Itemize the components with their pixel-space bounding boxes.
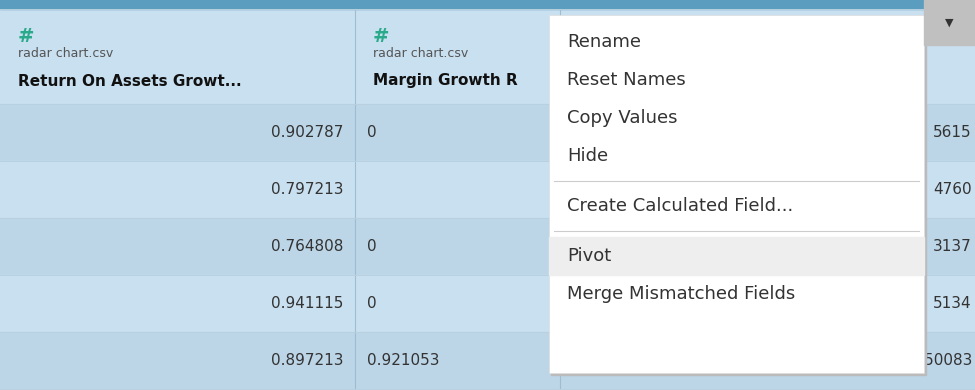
- Bar: [549, 15, 924, 373]
- Bar: [551, 17, 926, 375]
- Text: Create Calculated Field...: Create Calculated Field...: [567, 197, 794, 215]
- Text: 0: 0: [367, 239, 376, 254]
- Text: 0.921053: 0.921053: [367, 353, 440, 368]
- Text: Margin Growth R: Margin Growth R: [373, 73, 518, 89]
- Text: 0.764808: 0.764808: [271, 239, 343, 254]
- Bar: [0, 104, 975, 161]
- Bar: [0, 218, 975, 275]
- Bar: [0, 161, 975, 218]
- Text: 5134: 5134: [933, 296, 972, 311]
- Text: Copy Values: Copy Values: [567, 109, 678, 127]
- Text: 0.797213: 0.797213: [270, 182, 343, 197]
- Text: Hide: Hide: [567, 147, 608, 165]
- Bar: [0, 275, 975, 332]
- Text: 0: 0: [367, 125, 376, 140]
- Text: 4760: 4760: [933, 182, 972, 197]
- Text: Rename: Rename: [567, 33, 641, 51]
- Text: 0.897213: 0.897213: [270, 353, 343, 368]
- Text: 0.941115: 0.941115: [271, 296, 343, 311]
- Text: Reset Names: Reset Names: [567, 71, 685, 89]
- Text: #: #: [18, 27, 34, 46]
- Text: 0.250083: 0.250083: [900, 353, 972, 368]
- Bar: [549, 237, 924, 275]
- Text: ▼: ▼: [945, 18, 954, 28]
- Text: Merge Mismatched Fields: Merge Mismatched Fields: [567, 285, 796, 303]
- Bar: [0, 0, 975, 9]
- Text: 5615: 5615: [933, 125, 972, 140]
- Text: 3137: 3137: [933, 239, 972, 254]
- Text: Pivot: Pivot: [567, 247, 611, 265]
- Bar: [924, 0, 975, 45]
- Text: #: #: [373, 27, 389, 46]
- Text: radar chart.csv: radar chart.csv: [18, 47, 113, 60]
- Text: radar chart.csv: radar chart.csv: [373, 47, 468, 60]
- Text: Return On Assets Growt...: Return On Assets Growt...: [18, 73, 242, 89]
- Text: 0: 0: [367, 296, 376, 311]
- Text: 0.902787: 0.902787: [271, 125, 343, 140]
- Bar: [0, 332, 975, 389]
